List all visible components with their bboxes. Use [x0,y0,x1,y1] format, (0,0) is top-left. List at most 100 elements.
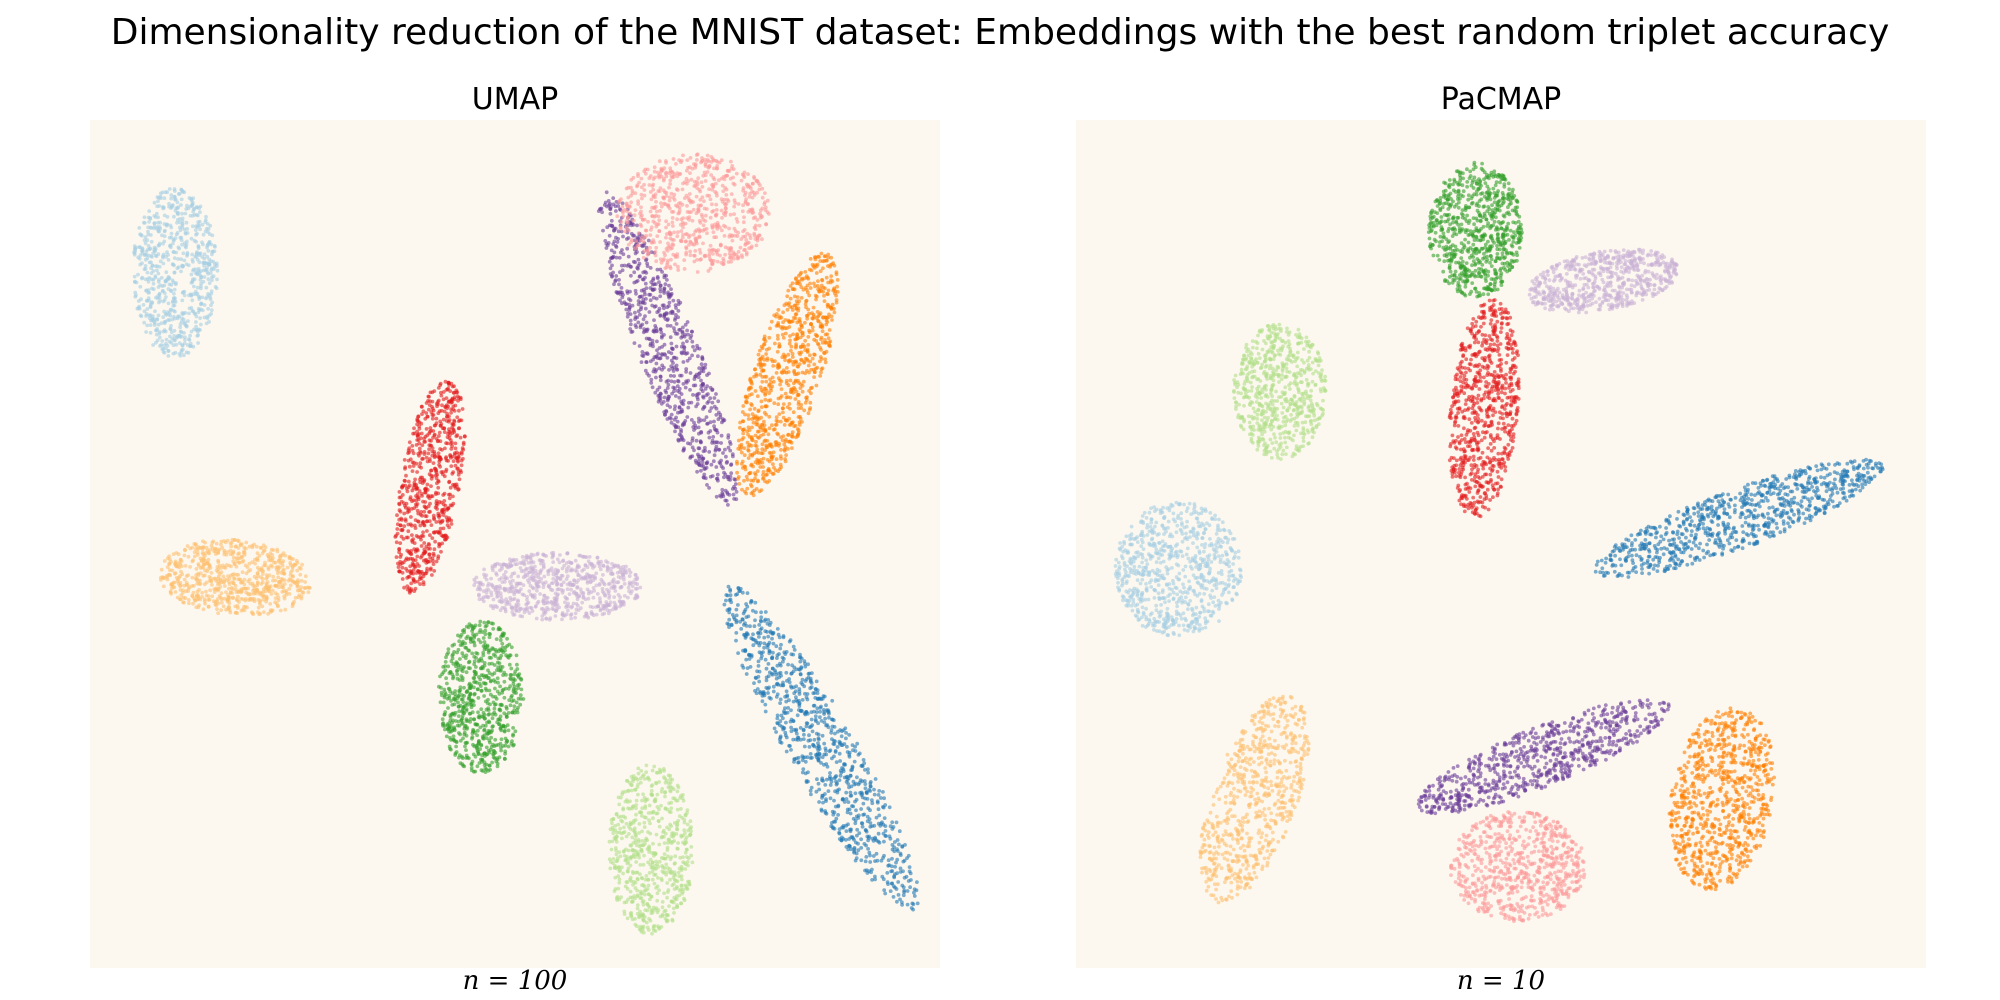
point [750,195,755,200]
point [417,426,422,431]
point [418,582,422,586]
point [570,604,574,609]
point [200,222,205,227]
point [172,187,177,191]
point [724,454,728,459]
point [188,333,192,338]
point [461,654,466,659]
point [504,706,509,711]
point [565,582,570,587]
point [666,222,671,227]
point [694,194,699,199]
point [431,429,436,433]
point [464,670,469,675]
point [241,559,246,563]
point [182,341,187,346]
point [473,673,477,677]
point [302,586,307,590]
point [457,755,461,760]
point [174,575,179,580]
point [735,234,740,238]
point [233,538,237,542]
point [595,592,600,596]
point [467,756,471,761]
point [482,620,487,625]
point [763,208,768,212]
point [148,313,153,318]
point [239,590,243,595]
point [182,583,187,588]
point [205,254,210,259]
point [681,232,685,237]
point [399,534,404,539]
point [221,604,226,609]
point [415,548,420,553]
point [457,408,461,413]
point [280,585,284,590]
point [628,289,632,294]
point [530,577,534,582]
point [200,308,205,313]
point [731,181,736,186]
point [275,547,280,552]
point [464,748,468,752]
point [155,204,159,209]
point [225,538,230,543]
point [703,213,708,218]
point [482,675,487,680]
point [657,175,662,180]
point [670,242,675,247]
point [258,591,262,595]
point [667,198,672,203]
point [639,305,644,310]
point [571,601,576,606]
point [518,702,523,707]
point [195,334,200,338]
point [148,225,153,230]
point [491,604,495,609]
point [222,584,227,588]
point [432,455,437,460]
point [657,280,661,284]
point [654,329,659,333]
point [516,598,520,603]
point [419,431,424,436]
point [410,499,414,504]
point [462,434,467,438]
point [444,734,449,739]
point [626,216,630,221]
point [290,565,295,570]
point [726,168,730,173]
point [471,727,475,732]
point [446,647,451,651]
point [181,588,185,593]
point [585,587,590,592]
point [657,159,662,164]
point [533,596,537,600]
point [626,311,630,316]
point [469,766,474,770]
point [552,596,557,600]
point [582,614,587,619]
point [459,632,464,637]
point [612,595,617,599]
point [628,211,633,216]
point [432,569,437,573]
point [481,636,486,640]
point [178,557,183,562]
point [638,300,643,305]
point [565,587,570,592]
point [408,564,413,569]
point [455,433,460,438]
point [565,574,570,579]
point [221,574,226,579]
point [146,253,151,258]
point [172,291,176,296]
point [493,562,497,567]
point [457,709,462,713]
point [705,207,709,211]
point [205,261,210,266]
point [632,213,637,218]
point [440,717,445,722]
point [673,394,678,398]
